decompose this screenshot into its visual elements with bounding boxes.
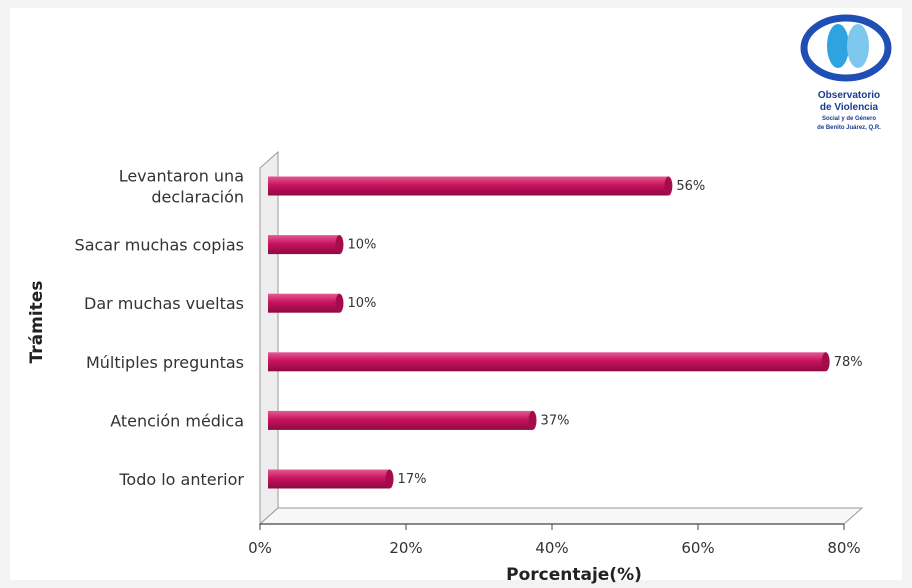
data-label: 10% (348, 238, 377, 253)
bar-end-cap (664, 176, 673, 196)
bar (268, 293, 340, 313)
data-label: 78% (834, 355, 863, 370)
plot-panel (10, 8, 902, 580)
logo-ring-icon (800, 14, 892, 82)
category-label: Sacar muchas copias (75, 236, 244, 255)
bar (268, 176, 669, 196)
logo-line-3: Social y de Género (822, 116, 876, 122)
bar (268, 235, 340, 255)
category-label: Todo lo anterior (118, 470, 244, 489)
data-label: 37% (541, 413, 570, 428)
data-label: 56% (676, 179, 705, 194)
bar-end-cap (335, 235, 344, 255)
logo-figure-left-icon (827, 24, 849, 68)
logo: Observatorio de Violencia Social y de Gé… (800, 14, 892, 131)
logo-line-2: de Violencia (820, 102, 879, 113)
plot-floor (258, 507, 864, 525)
logo-line-1: Observatorio (818, 90, 880, 101)
category-label: Dar muchas vueltas (84, 294, 244, 313)
bar-end-cap (821, 352, 830, 372)
x-tick-label: 60% (681, 539, 714, 557)
category-label: Múltiples preguntas (86, 353, 244, 372)
logo-line-4: de Benito Juárez, Q.R. (817, 125, 881, 131)
bar (268, 410, 533, 430)
x-axis-title: Porcentaje(%) (506, 565, 642, 585)
bar-end-cap (528, 410, 537, 430)
data-label: 10% (348, 296, 377, 311)
bar-end-cap (335, 293, 344, 313)
bar (268, 352, 826, 372)
bar-end-cap (385, 469, 394, 489)
category-label: Levantaron una (119, 167, 244, 186)
bar (268, 469, 390, 489)
logo-figure-right-icon (847, 24, 869, 68)
data-label: 17% (398, 472, 427, 487)
x-tick-label: 80% (827, 539, 860, 557)
category-label: declaración (151, 188, 244, 207)
category-label: Atención médica (110, 411, 244, 430)
x-tick-label: 0% (248, 539, 272, 557)
y-axis-title: Trámites (27, 281, 47, 364)
x-tick-label: 40% (535, 539, 568, 557)
plot-side-wall (259, 150, 279, 526)
x-tick-label: 20% (389, 539, 422, 557)
